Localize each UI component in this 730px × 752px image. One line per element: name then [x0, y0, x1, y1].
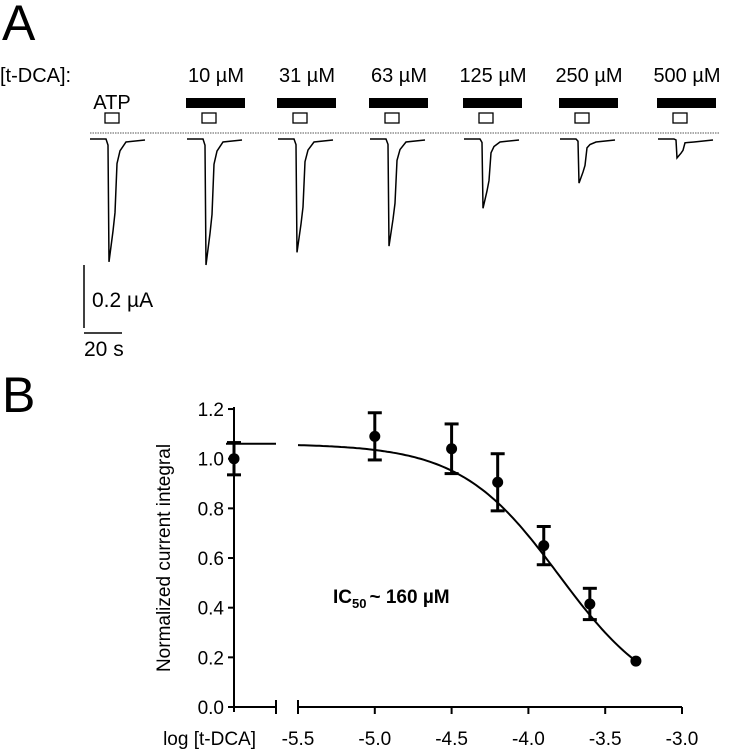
scale-current-label: 0.2 µA — [92, 289, 153, 312]
drug-application-bar — [463, 98, 522, 108]
current-trace — [187, 138, 243, 266]
drug-application-bar — [186, 98, 245, 108]
atp-label: ATP — [93, 92, 130, 114]
data-point — [228, 453, 240, 465]
drug-application-bar — [657, 98, 716, 108]
panel-a-label: A — [2, 0, 36, 51]
drug-application-bar — [369, 98, 428, 108]
y-tick-label: 1.0 — [198, 450, 224, 471]
drug-application-bar — [559, 98, 618, 108]
atp-application-box — [104, 112, 120, 124]
x-tick-label: -4.0 — [512, 729, 545, 750]
atp-application-box — [672, 112, 688, 124]
concentration-label: 31 µM — [279, 65, 335, 87]
x-axis-label: log [t-DCA] — [163, 729, 256, 750]
panel-b-label: B — [2, 367, 35, 423]
atp-application-box — [201, 112, 217, 124]
x-tick-label: -5.5 — [282, 729, 315, 750]
concentration-label: 250 µM — [555, 65, 622, 87]
y-tick-label: 0.4 — [198, 599, 225, 620]
data-point — [446, 443, 458, 455]
data-point — [369, 430, 381, 442]
concentration-label: 500 µM — [653, 65, 720, 87]
current-trace — [278, 138, 334, 253]
concentration-label: 10 µM — [188, 65, 244, 87]
current-trace — [90, 138, 146, 262]
atp-application-box — [478, 112, 494, 124]
atp-application-box — [384, 112, 400, 124]
current-trace — [658, 138, 714, 160]
condition-label: [t-DCA]: — [0, 65, 71, 87]
y-tick-label: 1.2 — [198, 400, 224, 421]
current-trace — [370, 138, 426, 247]
concentration-label: 125 µM — [459, 65, 526, 87]
x-tick-label: -5.0 — [358, 729, 391, 750]
fit-curve — [297, 444, 637, 662]
y-tick-label: 0.8 — [198, 499, 224, 520]
data-point — [538, 540, 550, 552]
y-tick-label: 0.6 — [198, 549, 224, 570]
data-point — [584, 598, 596, 610]
atp-application-box — [574, 112, 590, 124]
data-point — [492, 476, 504, 488]
scale-time-label: 20 s — [84, 338, 124, 361]
current-trace — [464, 138, 520, 209]
x-tick-label: -4.5 — [435, 729, 468, 750]
atp-application-box — [292, 112, 308, 124]
ic50-annotation: IC50 ~ 160 µM — [333, 587, 450, 611]
y-axis-label: Normalized current integral — [154, 444, 175, 672]
y-tick-label: 0.0 — [198, 698, 224, 719]
drug-application-bar — [277, 98, 336, 108]
data-point — [630, 655, 642, 667]
y-tick-label: 0.2 — [198, 648, 224, 669]
concentration-label: 63 µM — [371, 65, 427, 87]
x-tick-label: -3.5 — [589, 729, 622, 750]
current-trace — [560, 138, 616, 184]
x-tick-label: -3.0 — [666, 729, 699, 750]
